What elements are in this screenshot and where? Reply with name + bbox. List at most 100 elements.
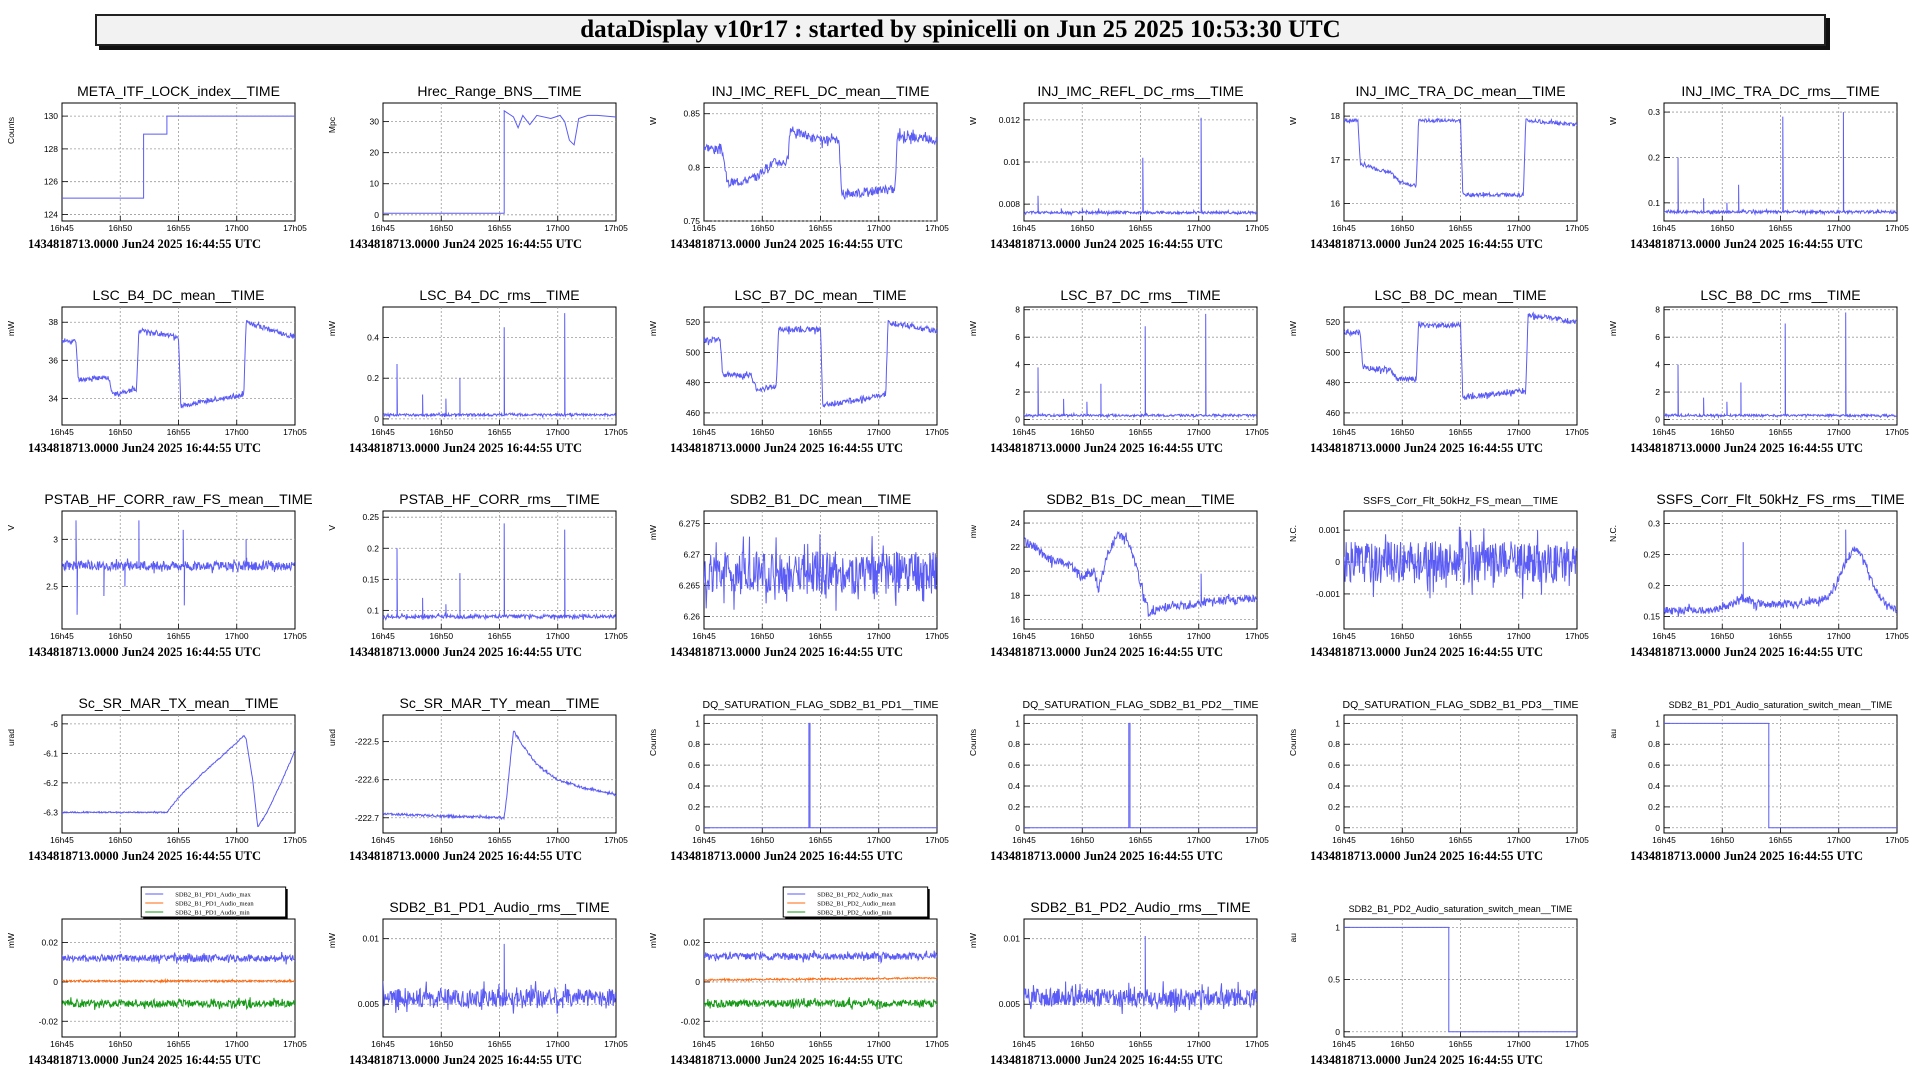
x-tick-label: 16h55	[1129, 835, 1153, 845]
x-tick-label: 17h00	[546, 223, 570, 233]
y-tick-label: 0.001	[1319, 525, 1341, 535]
legend-box	[140, 886, 287, 918]
x-tick-label: 16h55	[1769, 835, 1793, 845]
x-tick-label: 16h50	[429, 1039, 453, 1049]
x-tick-label: 16h55	[1129, 223, 1153, 233]
plot-SDB2_B1_DC_mean__TIME: SDB2_B1_DC_mean__TIME 16h45 16h50 16h55 17h0…	[648, 491, 949, 659]
y-axis-label: mW	[327, 321, 337, 336]
y-tick-label: 0.1	[367, 605, 379, 615]
plot-footer: 1434818713.0000 Jun24 2025 16:44:55 UTC	[1630, 237, 1863, 251]
plot-PSTAB_HF_CORR_rms__TIME: PSTAB_HF_CORR_rms__TIME 16h45 16h50 16h55 17…	[327, 491, 628, 659]
plot-title: SSFS_Corr_Flt_50kHz_FS_mean__TIME	[1363, 495, 1558, 507]
x-tick-label: 16h45	[50, 1039, 74, 1049]
plot-SDB2_B1_PD1_Audio_saturation_switch_mean__TIME: SDB2_B1_PD1_Audio_saturation_switch_mean…	[1608, 700, 1909, 863]
x-tick-label: 16h55	[167, 223, 191, 233]
x-tick-label: 17h00	[1187, 631, 1211, 641]
y-tick-label: 520	[686, 317, 700, 327]
x-tick-label: 16h45	[1332, 223, 1356, 233]
x-tick-label: 17h00	[225, 631, 249, 641]
plot-footer: 1434818713.0000 Jun24 2025 16:44:55 UTC	[990, 1053, 1223, 1067]
x-tick-label: 17h05	[1245, 835, 1269, 845]
legend-entry: SDB2_B1_PD2_Audio_mean	[817, 901, 896, 908]
y-tick-label: 0.8	[688, 162, 700, 172]
x-tick-label: 17h00	[225, 835, 249, 845]
x-tick-label: 16h50	[1710, 835, 1734, 845]
x-tick-label: 16h45	[692, 427, 716, 437]
y-tick-label: 0.2	[367, 373, 379, 383]
plot-frame	[382, 306, 617, 426]
plot-Hrec_Range_BNS__TIME: Hrec_Range_BNS__TIME 16h45 16h50 16h55 17h00…	[327, 83, 628, 251]
x-tick-label: 17h05	[1565, 835, 1589, 845]
plot-footer: 1434818713.0000 Jun24 2025 16:44:55 UTC	[1630, 849, 1863, 863]
x-tick-label: 17h00	[1187, 835, 1211, 845]
plot-INJ_IMC_REFL_DC_mean__TIME: INJ_IMC_REFL_DC_mean__TIME 16h45 16h50 16h5…	[648, 83, 949, 251]
x-tick-label: 16h45	[50, 631, 74, 641]
series-line-blue	[1664, 529, 1897, 617]
plot-frame	[1663, 102, 1898, 222]
x-tick-label: 16h45	[1012, 223, 1036, 233]
plot-SSFS_Corr_Flt_50kHz_FS_mean__TIME: SSFS_Corr_Flt_50kHz_FS_mean__TIME 16h45 16…	[1288, 495, 1589, 659]
y-tick-label: 0.3	[1648, 107, 1660, 117]
y-tick-label: 0	[1655, 415, 1660, 425]
x-tick-label: 16h45	[1652, 427, 1676, 437]
plot-title: DQ_SATURATION_FLAG_SDB2_B1_PD1__TIME	[703, 699, 939, 711]
y-tick-label: 520	[1326, 317, 1340, 327]
y-tick-label: -0.001	[1316, 589, 1340, 599]
x-tick-label: 16h50	[1390, 631, 1414, 641]
y-tick-label: 0.1	[1648, 198, 1660, 208]
x-tick-label: 16h45	[1652, 223, 1676, 233]
x-tick-label: 17h00	[1827, 631, 1851, 641]
y-axis-label: Counts	[648, 729, 658, 756]
plot-LSC_B4_DC_rms__TIME: LSC_B4_DC_rms__TIME 16h45 16h50 16h55 17h00 1…	[327, 287, 628, 455]
plot-SDB2_B1_PD1_Audio: 16h45 16h50 16h55 17h00 17h05 -0.02 0 0.02 mW SDB…	[6, 886, 307, 1067]
x-tick-label: 16h45	[1332, 835, 1356, 845]
x-tick-label: 17h05	[925, 223, 949, 233]
plot-Sc_SR_MAR_TY_mean__TIME: Sc_SR_MAR_TY_mean__TIME 16h45 16h50 16h55 17…	[327, 695, 628, 863]
y-tick-label: 0.2	[1648, 581, 1660, 591]
y-tick-label: 0	[695, 823, 700, 833]
x-tick-label: 17h00	[867, 223, 891, 233]
plot-SDB2_B1s_DC_mean__TIME: SDB2_B1s_DC_mean__TIME 16h45 16h50 16h55 17h…	[968, 491, 1269, 659]
y-tick-label: 20	[370, 148, 380, 158]
y-tick-label: 460	[686, 408, 700, 418]
plot-title: SDB2_B1s_DC_mean__TIME	[1046, 491, 1234, 507]
x-tick-label: 16h45	[1332, 631, 1356, 641]
plot-title: DQ_SATURATION_FLAG_SDB2_B1_PD2__TIME	[1023, 699, 1259, 711]
plot-footer: 1434818713.0000 Jun24 2025 16:44:55 UTC	[1310, 645, 1543, 659]
y-tick-label: 0.4	[1328, 781, 1340, 791]
plot-frame	[703, 102, 938, 222]
plot-footer: 1434818713.0000 Jun24 2025 16:44:55 UTC	[670, 441, 903, 455]
y-axis-label: N.C.	[1288, 525, 1298, 542]
y-axis-label: mW	[6, 933, 16, 948]
y-tick-label: 0.02	[41, 938, 58, 948]
y-tick-label: 0.2	[1648, 802, 1660, 812]
legend-entry: SDB2_B1_PD2_Audio_min	[817, 910, 892, 917]
plot-footer: 1434818713.0000 Jun24 2025 16:44:55 UTC	[1630, 645, 1863, 659]
y-tick-label: 130	[44, 111, 58, 121]
y-axis-label: W	[968, 117, 978, 125]
series-line-blue	[1024, 313, 1257, 419]
plot-SDB2_B1_PD2_Audio_saturation_switch_mean__TIME: SDB2_B1_PD2_Audio_saturation_switch_mean…	[1288, 904, 1589, 1067]
x-tick-label: 17h05	[1245, 631, 1269, 641]
series-line-blue	[1664, 312, 1897, 419]
plot-title: LSC_B7_DC_mean__TIME	[735, 287, 907, 303]
plot-title: PSTAB_HF_CORR_raw_FS_mean__TIME	[44, 491, 312, 507]
plot-DQ_SATURATION_FLAG_SDB2_B1_PD2__TIME: DQ_SATURATION_FLAG_SDB2_B1_PD2__TIME 16h4…	[968, 699, 1269, 863]
x-tick-label: 16h55	[1449, 835, 1473, 845]
x-tick-label: 17h05	[283, 223, 307, 233]
series-line-blue	[1344, 311, 1577, 401]
plot-SDB2_B1_PD2_Audio_rms__TIME: SDB2_B1_PD2_Audio_rms__TIME 16h45 16h50 16h…	[968, 899, 1269, 1067]
plot-title: LSC_B4_DC_rms__TIME	[419, 287, 579, 303]
y-axis-label: mW	[327, 933, 337, 948]
x-tick-label: 17h00	[867, 835, 891, 845]
series-line-blue	[62, 115, 295, 199]
y-tick-label: -222.5	[355, 737, 379, 747]
y-tick-label: 1	[1015, 718, 1020, 728]
plot-LSC_B8_DC_mean__TIME: LSC_B8_DC_mean__TIME 16h45 16h50 16h55 17h00…	[1288, 287, 1589, 455]
x-tick-label: 16h55	[488, 1039, 512, 1049]
plot-footer: 1434818713.0000 Jun24 2025 16:44:55 UTC	[1630, 441, 1863, 455]
y-tick-label: 0.005	[358, 999, 380, 1009]
x-tick-label: 16h55	[809, 427, 833, 437]
legend-box	[782, 886, 929, 918]
y-tick-label: 0.8	[688, 739, 700, 749]
